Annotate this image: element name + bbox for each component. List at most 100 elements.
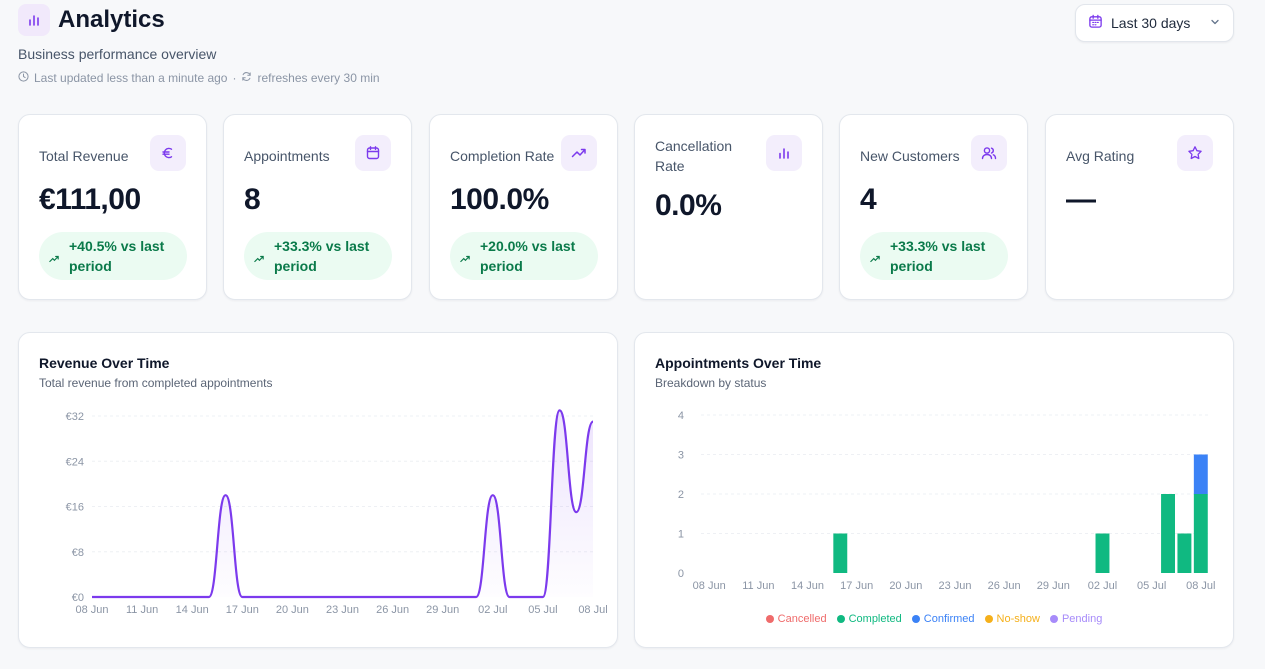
- chart-subtitle: Breakdown by status: [655, 376, 767, 390]
- x-tick-label: 08 Jun: [75, 604, 108, 616]
- revenue-chart: €0 €8 €16 €24 €32 08 Jun 11 Jun 14 Jun 17 Jun 20 …: [66, 409, 608, 616]
- kpi-value: 100.0%: [450, 183, 549, 216]
- x-tick-label: 17 Jun: [840, 580, 873, 592]
- kpi-card-total-revenue: Total Revenue €111,00 +40.5% vs last per…: [18, 114, 207, 300]
- x-tick-label: 11 Jun: [126, 604, 158, 616]
- kpi-card-completion-rate: Completion Rate 100.0% +20.0% vs last pe…: [429, 114, 618, 300]
- x-tick-label: 20 Jun: [276, 604, 309, 616]
- chart-title: Appointments Over Time: [655, 355, 822, 371]
- kpi-trend-text: +20.0% vs last period: [480, 238, 576, 274]
- bar-completed: [833, 533, 848, 573]
- calendar-icon: [355, 135, 391, 171]
- last-updated-text: Last updated less than a minute ago: [34, 71, 228, 85]
- y-tick-label: €24: [66, 456, 84, 468]
- x-tick-label: 23 Jun: [326, 604, 359, 616]
- x-tick-label: 23 Jun: [938, 580, 971, 592]
- bar-completed: [1161, 494, 1175, 573]
- kpi-value: —: [1066, 183, 1096, 216]
- y-tick-label: €8: [72, 547, 84, 559]
- x-tick-label: 08 Jul: [578, 604, 607, 616]
- y-tick-label: 4: [678, 410, 684, 422]
- revenue-area: [92, 410, 593, 597]
- kpi-label: Appointments: [244, 148, 330, 164]
- legend-swatch: [911, 615, 920, 623]
- y-tick-label: €16: [66, 502, 84, 514]
- euro-icon: [150, 135, 186, 171]
- bar-completed: [1193, 494, 1208, 573]
- kpi-trend-text: +40.5% vs last period: [69, 238, 165, 274]
- kpi-label: Total Revenue: [39, 148, 129, 164]
- kpi-value: 0.0%: [655, 189, 722, 222]
- page-title: Analytics: [58, 6, 165, 33]
- revenue-chart-panel: Revenue Over Time Total revenue from com…: [18, 332, 618, 648]
- x-tick-label: 26 Jun: [376, 604, 409, 616]
- y-tick-label: €0: [72, 592, 84, 604]
- refresh-icon: [241, 71, 252, 85]
- refresh-interval-text: refreshes every 30 min: [257, 71, 380, 85]
- legend-swatch: [984, 615, 993, 623]
- trending-up-icon: [49, 249, 59, 269]
- y-tick-label: 3: [678, 450, 684, 462]
- clock-icon: [18, 71, 29, 85]
- x-tick-label: 11 Jun: [742, 580, 774, 592]
- bar-chart-icon: [766, 135, 802, 171]
- kpi-card-avg-rating: Avg Rating —: [1045, 114, 1234, 300]
- kpi-label: New Customers: [860, 148, 960, 164]
- legend-label: Confirmed: [923, 613, 975, 625]
- legend-label: Pending: [1061, 613, 1103, 625]
- legend-label: No-show: [996, 613, 1040, 625]
- page-subtitle: Business performance overview: [18, 46, 217, 62]
- chevron-down-icon: [1209, 15, 1221, 31]
- legend-item-pending[interactable]: Pending: [1049, 613, 1103, 625]
- page-header: Analytics Business performance overview …: [18, 4, 380, 85]
- chart-legend: Cancelled Completed Confirmed No-show Pe…: [635, 613, 1233, 625]
- x-tick-label: 17 Jun: [226, 604, 259, 616]
- legend-item-confirmed[interactable]: Confirmed: [911, 613, 975, 625]
- date-range-select[interactable]: Last 30 days: [1075, 4, 1234, 42]
- kpi-trend-badge: +40.5% vs last period: [39, 232, 187, 280]
- trending-up-icon: [561, 135, 597, 171]
- last-updated-row: Last updated less than a minute ago · re…: [18, 71, 380, 85]
- kpi-trend-text: +33.3% vs last period: [890, 238, 986, 274]
- separator: ·: [232, 71, 237, 85]
- legend-item-completed[interactable]: Completed: [836, 613, 902, 625]
- y-tick-label: 1: [678, 529, 684, 541]
- x-tick-label: 08 Jun: [693, 580, 726, 592]
- legend-swatch: [765, 615, 774, 623]
- chart-title: Revenue Over Time: [39, 355, 170, 371]
- x-tick-label: 26 Jun: [988, 580, 1021, 592]
- bar-completed: [1177, 533, 1192, 573]
- kpi-card-new-customers: New Customers 4 +33.3% vs last period: [839, 114, 1028, 300]
- legend-swatch: [836, 615, 845, 623]
- appointments-chart: 0 1 2 3 4 08 Jun 11 Jun 14 Jun 17 Jun 20 Jun 23 Ju…: [678, 410, 1216, 592]
- calendar-icon: [1088, 14, 1103, 32]
- legend-label: Completed: [848, 613, 902, 625]
- x-tick-label: 29 Jun: [426, 604, 459, 616]
- legend-item-no-show[interactable]: No-show: [984, 613, 1040, 625]
- legend-item-cancelled[interactable]: Cancelled: [765, 613, 827, 625]
- kpi-card-appointments: Appointments 8 +33.3% vs last period: [223, 114, 412, 300]
- kpi-trend-badge: +20.0% vs last period: [450, 232, 598, 280]
- kpi-value: 8: [244, 183, 261, 216]
- revenue-line: [92, 409, 595, 599]
- title-row: Analytics: [18, 4, 380, 36]
- x-tick-label: 14 Jun: [791, 580, 824, 592]
- x-tick-label: 08 Jul: [1186, 580, 1215, 592]
- kpi-trend-badge: +33.3% vs last period: [860, 232, 1008, 280]
- legend-label: Cancelled: [777, 613, 827, 625]
- chart-subtitle: Total revenue from completed appointment…: [39, 376, 273, 390]
- date-range-label: Last 30 days: [1111, 15, 1191, 31]
- kpi-label: Cancellation Rate: [655, 138, 733, 174]
- y-tick-label: 2: [678, 489, 684, 501]
- x-tick-label: 14 Jun: [176, 604, 209, 616]
- bar-confirmed: [1193, 454, 1208, 494]
- kpi-trend-text: +33.3% vs last period: [274, 238, 370, 274]
- x-tick-label: 02 Jul: [1088, 580, 1117, 592]
- x-tick-label: 20 Jun: [889, 580, 922, 592]
- trending-up-icon: [460, 249, 470, 269]
- trending-up-icon: [254, 249, 264, 269]
- bar-completed: [1095, 533, 1110, 573]
- y-tick-label: €32: [66, 411, 84, 423]
- kpi-label: Completion Rate: [450, 148, 555, 164]
- kpi-card-cancellation-rate: Cancellation Rate 0.0%: [634, 114, 823, 300]
